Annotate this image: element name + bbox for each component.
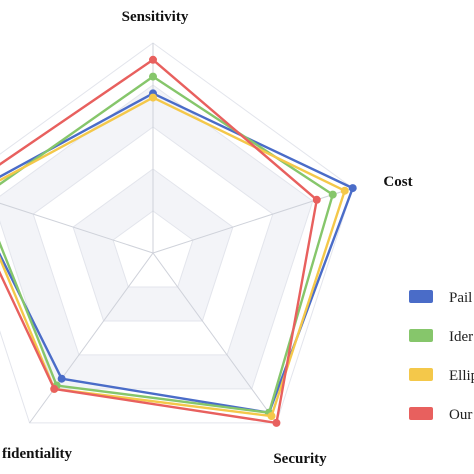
series-2-point-0 [149, 93, 157, 102]
series-layer [0, 55, 357, 427]
series-1-point-1 [328, 190, 337, 199]
legend-label-3: Our [449, 407, 472, 423]
legend-swatch-3 [409, 407, 433, 420]
series-3-point-2 [272, 418, 281, 427]
series-3-point-1 [312, 195, 321, 204]
grid-ring-1 [112, 210, 194, 288]
axis-spoke-3 [29, 252, 154, 424]
axis-label-confidentiality: fidentiality [2, 446, 72, 462]
axis-spoke-2 [152, 252, 277, 424]
series-line-2 [0, 96, 346, 418]
series-line-3 [0, 58, 318, 425]
series-3-point-0 [149, 55, 157, 64]
legend: Pail Ider Ellip Our [409, 290, 474, 423]
series-line-0 [0, 92, 354, 414]
legend-swatch-0 [409, 290, 433, 303]
series-2-point-2 [267, 412, 276, 421]
axis-spoke-4 [0, 202, 154, 254]
series-0-point-1 [348, 184, 357, 193]
series-3-point-3 [50, 384, 59, 393]
axis-label-security: Security [273, 451, 327, 467]
grid-ring-4 [0, 84, 314, 390]
legend-label-2: Ellip [449, 368, 474, 384]
legend-label-0: Pail [449, 290, 472, 306]
axis-label-cost: Cost [383, 174, 412, 190]
legend-swatch-1 [409, 329, 433, 342]
legend-swatch-2 [409, 368, 433, 381]
series-line-1 [0, 75, 334, 414]
axis-label-sensitivity: Sensitivity [122, 9, 189, 25]
series-0-point-3 [57, 374, 66, 383]
grid-ring-3 [32, 126, 274, 356]
grid-ring-2 [72, 168, 234, 322]
grid-bands [0, 43, 353, 423]
series-2-point-1 [340, 186, 349, 195]
legend-label-1: Ider [449, 329, 473, 345]
series-1-point-0 [149, 72, 157, 81]
grid-ring-5 [0, 42, 354, 424]
